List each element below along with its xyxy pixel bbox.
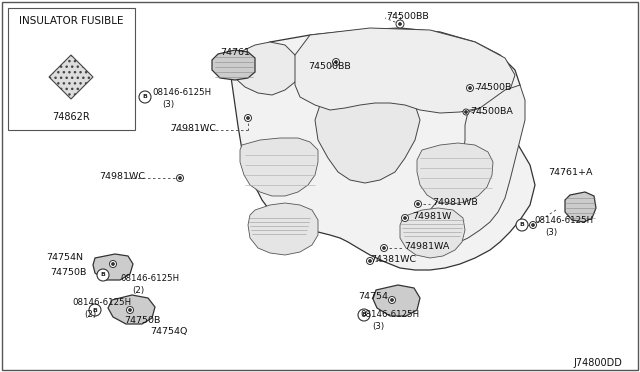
Text: J74800DD: J74800DD [573,358,622,368]
Polygon shape [565,192,596,222]
FancyBboxPatch shape [8,8,135,130]
Polygon shape [295,28,515,113]
Text: 74754: 74754 [358,292,388,301]
Circle shape [467,84,474,92]
Text: 74761: 74761 [220,48,250,57]
Text: B: B [93,308,97,312]
Circle shape [388,296,396,304]
Polygon shape [417,143,493,204]
Circle shape [468,87,472,90]
Circle shape [333,58,339,65]
Circle shape [244,115,252,122]
Text: 74981WB: 74981WB [432,198,477,207]
Text: (3): (3) [545,228,557,237]
Text: 74750B: 74750B [50,268,86,277]
Circle shape [369,260,371,263]
Circle shape [89,304,101,316]
Polygon shape [230,28,535,270]
Text: B: B [143,94,147,99]
Text: 08146-6125H: 08146-6125H [152,88,211,97]
Circle shape [463,109,469,115]
Circle shape [97,269,109,281]
Text: (3): (3) [372,322,384,331]
Text: 74981W: 74981W [412,212,451,221]
Polygon shape [93,254,133,280]
Polygon shape [230,42,300,95]
Circle shape [367,257,374,264]
Circle shape [381,244,387,251]
Text: 08146-6125H: 08146-6125H [534,216,593,225]
Text: (3): (3) [162,100,174,109]
Polygon shape [315,90,420,183]
Circle shape [177,174,184,182]
Circle shape [399,22,401,26]
Polygon shape [400,208,465,258]
Circle shape [129,308,131,311]
Text: 74754N: 74754N [46,253,83,262]
Polygon shape [240,138,318,196]
Polygon shape [405,85,525,250]
Text: 74981WA: 74981WA [404,242,449,251]
Circle shape [246,116,250,119]
Circle shape [417,202,419,205]
Circle shape [383,247,385,250]
Text: B: B [362,312,367,317]
Circle shape [111,263,115,266]
Text: 74862R: 74862R [52,112,90,122]
Text: 74981WC: 74981WC [99,172,145,181]
Text: 74500BA: 74500BA [470,107,513,116]
Circle shape [109,260,116,267]
Text: INSULATOR FUSIBLE: INSULATOR FUSIBLE [19,16,124,26]
Circle shape [139,91,151,103]
Text: 74754Q: 74754Q [150,327,188,336]
Text: 74500BB: 74500BB [308,62,351,71]
Text: 74981WC: 74981WC [170,124,216,133]
Text: B: B [100,273,106,278]
Circle shape [396,20,404,28]
Text: 74500B: 74500B [475,83,511,92]
Circle shape [415,201,422,208]
Circle shape [531,224,534,227]
Circle shape [179,176,182,180]
Polygon shape [248,203,318,255]
Text: 74381WC: 74381WC [370,255,416,264]
Text: (2): (2) [132,286,144,295]
Circle shape [516,219,528,231]
Polygon shape [373,285,420,316]
Polygon shape [49,55,93,99]
Text: 74750B: 74750B [124,316,161,325]
Text: 74500BB: 74500BB [386,12,429,21]
Circle shape [390,298,394,301]
Circle shape [127,307,134,314]
Text: 08146-6125H: 08146-6125H [360,310,419,319]
Polygon shape [212,50,255,80]
Text: 74761+A: 74761+A [548,168,593,177]
Text: 08146-6125H: 08146-6125H [72,298,131,307]
Circle shape [465,110,467,113]
Circle shape [403,217,406,219]
Text: (2): (2) [84,310,96,319]
Circle shape [358,309,370,321]
Text: 08146-6125H: 08146-6125H [120,274,179,283]
Polygon shape [108,295,155,324]
Circle shape [335,61,337,64]
Text: B: B [520,222,524,228]
Circle shape [401,215,408,221]
Circle shape [529,221,536,228]
